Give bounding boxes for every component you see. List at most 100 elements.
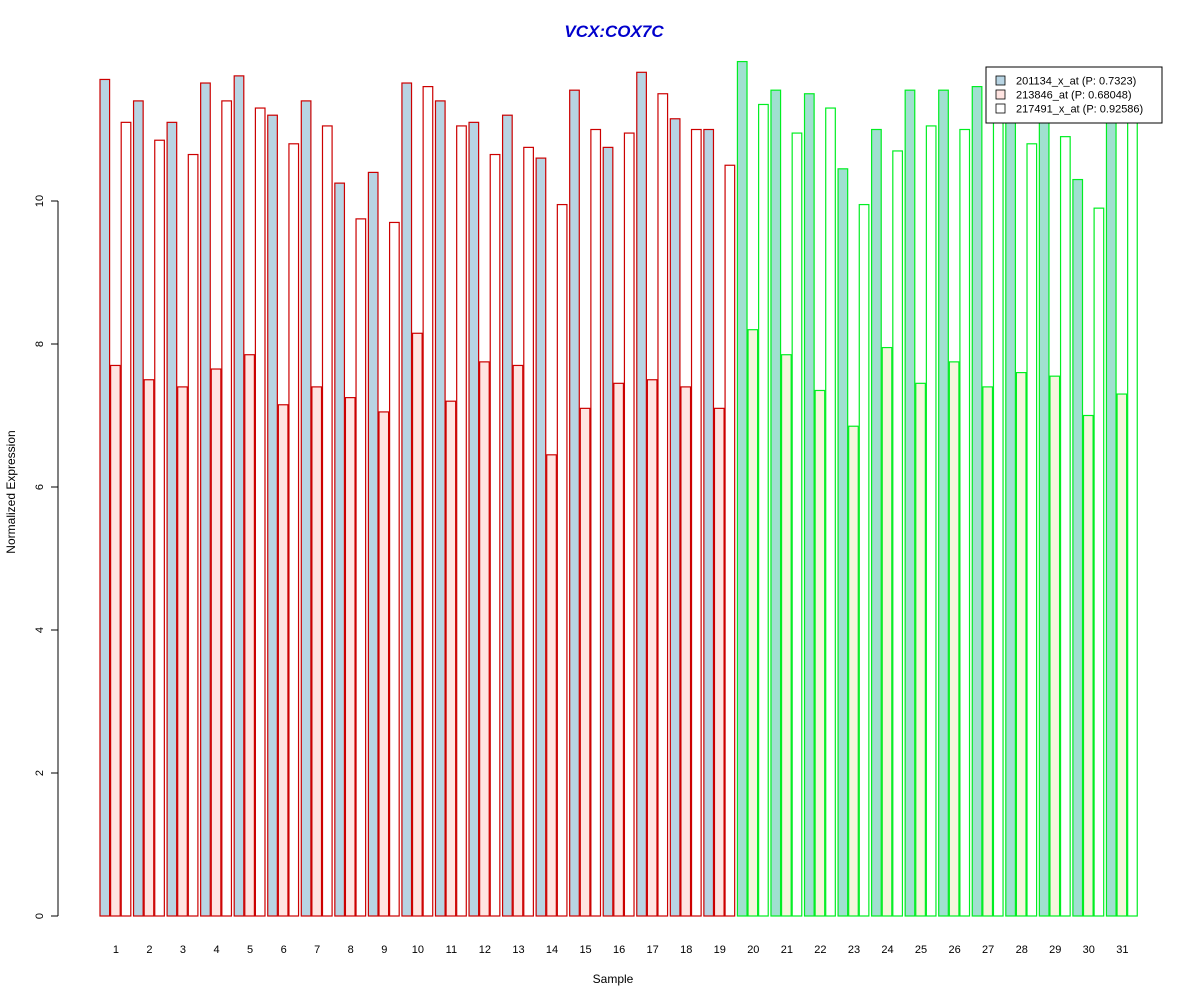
bar-2-sample-7	[311, 386, 323, 917]
bar-1-sample-20	[736, 60, 748, 917]
bar-3-sample-14	[556, 203, 568, 917]
bar-2-sample-22	[814, 389, 826, 917]
y-axis: 0 2 4 6 8 10	[34, 195, 59, 919]
x-tick-label: 21	[781, 944, 793, 956]
bar-2-sample-10	[411, 332, 423, 917]
bar-2-sample-20	[747, 329, 759, 917]
bar-2-sample-19	[713, 407, 725, 917]
bar-3-sample-25	[925, 125, 937, 917]
legend-entry-3: 217491_x_at (P: 0.92586)	[1016, 104, 1143, 116]
bar-2-sample-17	[646, 379, 658, 917]
bar-1-sample-25	[904, 89, 916, 917]
x-tick-label: 12	[479, 944, 491, 956]
bar-3-sample-26	[959, 128, 971, 917]
bar-3-sample-1	[120, 121, 132, 917]
bar-1-sample-19	[703, 128, 715, 917]
x-tick-label: 10	[412, 944, 424, 956]
bar-2-sample-15	[579, 407, 591, 917]
bar-3-sample-8	[355, 218, 367, 917]
bar-1-sample-18	[669, 118, 681, 917]
x-tick-label: 29	[1049, 944, 1061, 956]
bar-3-sample-31	[1127, 121, 1138, 917]
x-tick-label: 27	[982, 944, 994, 956]
x-axis-label: Sample	[593, 972, 634, 986]
bar-2-sample-4	[210, 368, 222, 917]
bar-1-sample-28	[1005, 114, 1017, 917]
x-tick-label: 13	[512, 944, 524, 956]
bar-2-sample-23	[848, 425, 859, 917]
bar-1-sample-9	[367, 171, 379, 917]
x-tick-label: 20	[747, 944, 759, 956]
bar-3-sample-11	[456, 125, 467, 917]
bars-group	[99, 60, 1138, 917]
bar-2-sample-2	[143, 379, 155, 917]
bar-3-sample-28	[1026, 143, 1038, 917]
legend-swatch-2	[995, 89, 1006, 100]
bar-1-sample-11	[434, 100, 446, 917]
bar-3-sample-13	[523, 146, 534, 917]
bar-1-sample-31	[1105, 114, 1117, 917]
x-tick-label: 1	[113, 944, 119, 956]
bar-3-sample-27	[992, 114, 1004, 917]
x-tick-label: 30	[1083, 944, 1095, 956]
x-tick-label: 11	[446, 944, 457, 956]
bar-1-sample-27	[971, 85, 983, 917]
bar-1-sample-17	[636, 71, 647, 917]
bar-2-sample-8	[344, 397, 356, 917]
bar-3-sample-10	[422, 85, 434, 917]
bar-1-sample-30	[1072, 178, 1084, 917]
x-tick-label: 2	[146, 944, 152, 956]
bar-1-sample-1	[99, 78, 111, 917]
x-tick-label: 23	[848, 944, 860, 956]
bar-3-sample-23	[858, 203, 870, 917]
legend-swatch-1	[995, 75, 1006, 86]
bar-3-sample-18	[690, 128, 702, 917]
bar-3-sample-19	[724, 164, 736, 917]
bar-3-sample-21	[791, 132, 803, 917]
x-tick-label: 8	[348, 944, 354, 956]
bar-1-sample-29	[1038, 121, 1050, 917]
bar-3-sample-17	[657, 93, 669, 917]
x-tick-label: 7	[314, 944, 320, 956]
bar-2-sample-24	[881, 346, 893, 917]
bar-2-sample-25	[915, 382, 926, 917]
bar-3-sample-6	[288, 143, 300, 917]
x-tick-label: 26	[948, 944, 960, 956]
y-tick-label: 0	[34, 913, 46, 919]
bar-2-sample-3	[177, 386, 188, 917]
bar-2-sample-5	[244, 354, 255, 917]
bar-1-sample-3	[166, 121, 178, 917]
bar-2-sample-29	[1049, 375, 1061, 917]
x-tick-label: 3	[180, 944, 186, 956]
y-tick-label: 6	[34, 484, 46, 490]
bar-2-sample-13	[512, 364, 524, 917]
bar-1-sample-6	[267, 114, 278, 917]
legend-box	[985, 66, 1163, 124]
bar-3-sample-4	[221, 100, 233, 917]
x-tick-label: 22	[814, 944, 826, 956]
chart-title: VCX:COX7C	[564, 22, 664, 41]
bar-3-sample-9	[388, 221, 400, 917]
bar-2-sample-27	[982, 386, 994, 917]
bar-1-sample-12	[468, 121, 480, 917]
bar-1-sample-16	[602, 146, 614, 917]
bar-3-sample-29	[1059, 136, 1071, 917]
legend-entry-2: 213846_at (P: 0.68048)	[1016, 90, 1132, 102]
legend: 201134_x_at (P: 0.7323) 213846_at (P: 0.6…	[985, 66, 1163, 124]
bar-2-sample-6	[277, 404, 289, 917]
x-tick-label: 14	[546, 944, 558, 956]
bar-1-sample-26	[938, 89, 949, 917]
x-tick-label: 16	[613, 944, 625, 956]
bar-3-sample-15	[590, 128, 602, 917]
x-tick-label: 6	[281, 944, 287, 956]
bar-2-sample-31	[1116, 393, 1128, 917]
bar-1-sample-15	[569, 89, 580, 917]
bar-2-sample-14	[546, 454, 557, 917]
bar-2-sample-21	[780, 354, 792, 917]
x-tick-label: 31	[1116, 944, 1128, 956]
bar-2-sample-18	[680, 386, 692, 917]
bar-1-sample-2	[132, 100, 144, 917]
bar-2-sample-1	[109, 364, 121, 917]
y-tick-label: 2	[34, 770, 46, 776]
